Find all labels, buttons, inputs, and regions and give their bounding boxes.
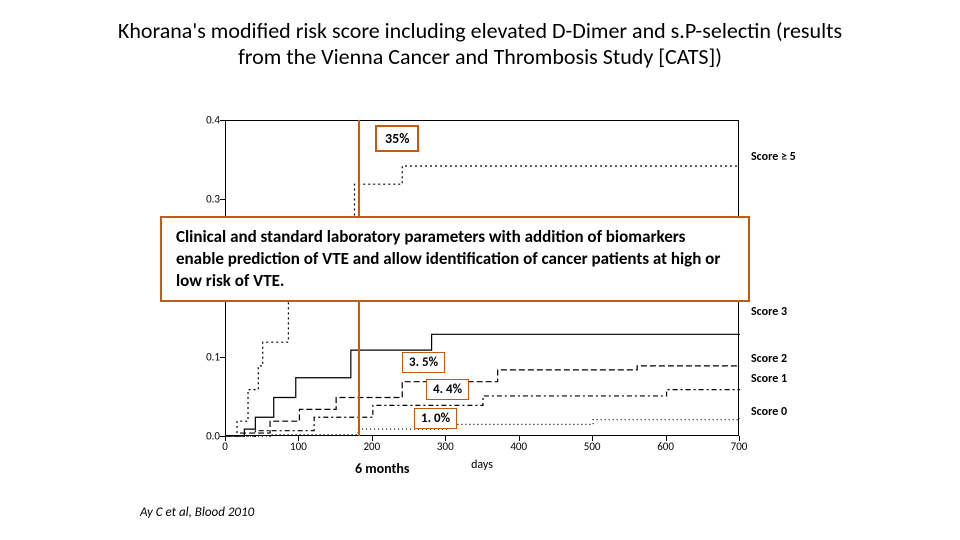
series-score_0 xyxy=(226,417,740,437)
series-legend-label: Score 0 xyxy=(751,405,787,419)
x-tick-label: 400 xyxy=(510,440,527,453)
y-tick-label: 0.3 xyxy=(206,193,220,206)
series-score_1 xyxy=(226,390,740,437)
key-finding-callout: Clinical and standard laboratory paramet… xyxy=(160,216,750,302)
x-tick-label: 0 xyxy=(222,440,228,453)
pct-annotation: 1. 0% xyxy=(414,408,457,429)
x-tick-label: 300 xyxy=(437,440,454,453)
series-score_2 xyxy=(226,366,740,437)
y-tick-label: 0.0 xyxy=(206,430,220,443)
six-months-label: 6 months xyxy=(355,460,410,477)
x-tick-label: 500 xyxy=(584,440,601,453)
x-tick-label: 100 xyxy=(290,440,307,453)
series-legend-label: Score 1 xyxy=(751,372,787,386)
x-axis-label: days xyxy=(225,458,739,472)
series-legend-label: Score 2 xyxy=(751,352,787,366)
x-tick-label: 700 xyxy=(731,440,748,453)
y-tick-label: 0.4 xyxy=(206,114,220,127)
x-tick-label: 600 xyxy=(657,440,674,453)
pct-annotation: 3. 5% xyxy=(402,352,445,373)
pct-annotation: 35% xyxy=(375,125,419,152)
series-legend-label: Score ≥ 5 xyxy=(751,150,796,164)
series-score_3 xyxy=(226,334,740,437)
x-axis: 0100200300400500600700 xyxy=(225,440,739,456)
series-legend-label: Score 3 xyxy=(751,305,787,319)
y-tick-label: 0.1 xyxy=(206,351,220,364)
slide-title: Khorana's modified risk score including … xyxy=(110,18,850,71)
citation-text: Ay C et al, Blood 2010 xyxy=(140,505,254,520)
pct-annotation: 4. 4% xyxy=(426,379,469,400)
x-tick-label: 200 xyxy=(363,440,380,453)
